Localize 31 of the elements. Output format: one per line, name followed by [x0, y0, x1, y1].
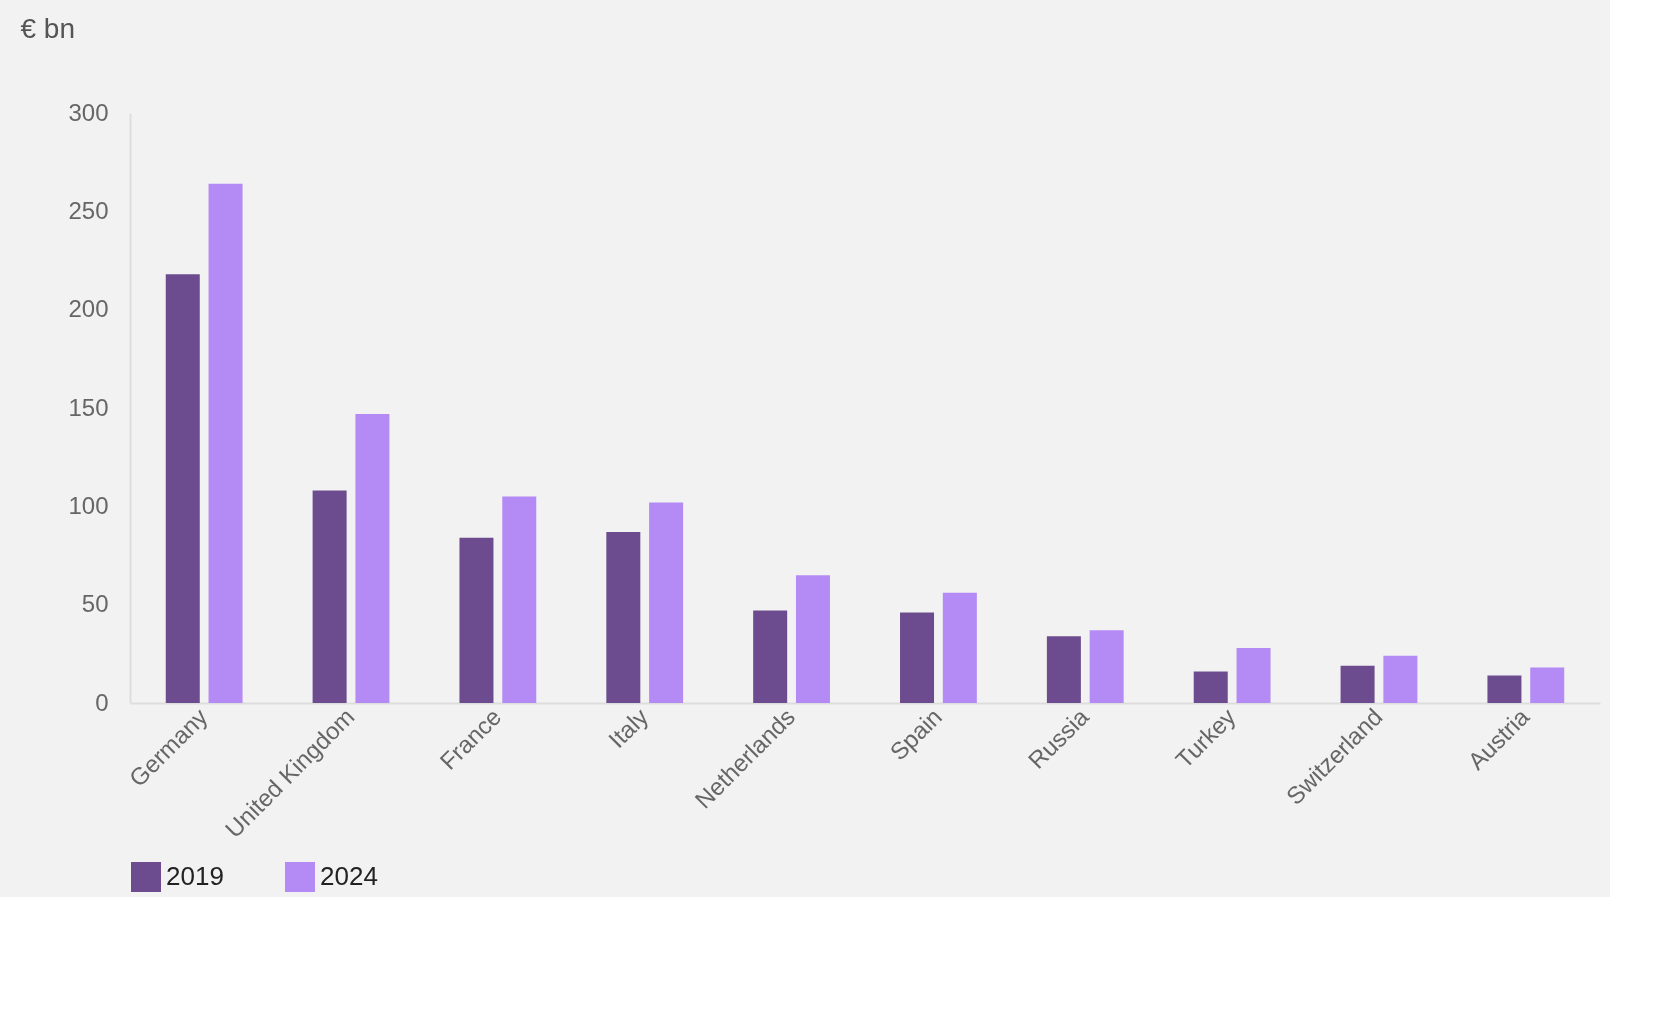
bar — [1340, 665, 1375, 703]
y-tick-label: 100 — [68, 491, 109, 519]
bar — [1089, 630, 1124, 703]
bar — [606, 531, 641, 703]
bar — [795, 575, 830, 703]
bar — [753, 610, 788, 703]
y-tick-label: 250 — [68, 196, 109, 224]
bar — [900, 612, 935, 703]
y-tick-label: 150 — [68, 393, 109, 421]
bar — [649, 502, 684, 703]
y-tick-label: 50 — [81, 590, 109, 618]
bar — [208, 183, 243, 703]
bar — [1530, 667, 1565, 703]
y-tick-label: 200 — [68, 295, 109, 323]
bar — [1046, 636, 1081, 703]
bar — [1236, 647, 1271, 703]
bar — [1487, 675, 1522, 703]
bar — [355, 413, 390, 703]
bar — [502, 496, 537, 703]
legend-label: 2024 — [320, 861, 378, 891]
bar — [459, 537, 494, 703]
bar — [1193, 671, 1228, 703]
y-tick-label: 0 — [95, 688, 109, 716]
bar — [1383, 655, 1418, 703]
bar — [165, 274, 200, 703]
legend-label: 2019 — [166, 861, 224, 891]
bar — [942, 592, 977, 703]
y-tick-label: 300 — [68, 98, 109, 126]
y-axis-title: € bn — [20, 12, 75, 44]
x-tick-label: Italy — [602, 702, 654, 754]
bar — [312, 490, 347, 703]
